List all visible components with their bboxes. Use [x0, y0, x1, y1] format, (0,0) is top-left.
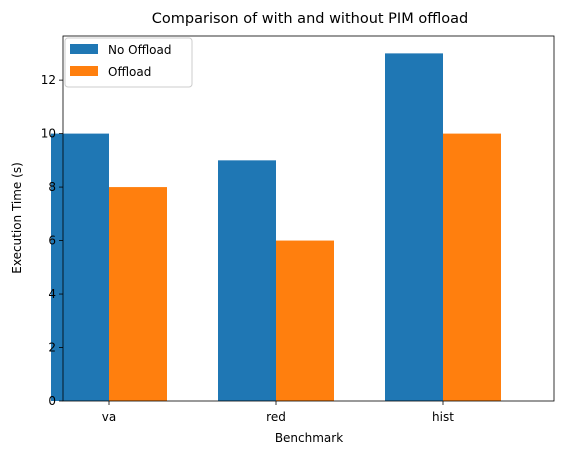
bar-no-offload-va — [51, 133, 109, 401]
plot-frame — [62, 35, 555, 402]
bar-offload-va — [109, 187, 167, 401]
y-tick-label: 10 — [41, 127, 56, 141]
bar-offload-hist — [443, 133, 501, 401]
y-tick-label: 12 — [41, 73, 56, 87]
bars-group — [51, 53, 501, 401]
x-tick-label: red — [266, 410, 286, 424]
y-axis: 0 2 4 6 8 10 12 — [41, 73, 63, 408]
y-tick-label: 0 — [48, 394, 56, 408]
x-axis: va red hist — [102, 401, 454, 424]
x-tick-label: va — [102, 410, 116, 424]
y-tick-label: 8 — [48, 180, 56, 194]
y-tick-label: 6 — [48, 234, 56, 248]
bar-no-offload-hist — [385, 53, 443, 401]
bar-no-offload-red — [218, 160, 276, 401]
legend-label: Offload — [108, 65, 151, 79]
x-axis-label: Benchmark — [275, 431, 343, 445]
legend-swatch — [70, 44, 98, 54]
chart-title: Comparison of with and without PIM offlo… — [152, 11, 468, 27]
y-axis-label: Execution Time (s) — [10, 162, 24, 274]
y-tick-label: 2 — [48, 341, 56, 355]
legend: No Offload Offload — [64, 37, 193, 88]
legend-swatch — [70, 66, 98, 76]
x-tick-label: hist — [432, 410, 454, 424]
legend-label: No Offload — [108, 43, 172, 57]
y-tick-label: 4 — [48, 287, 56, 301]
bar-offload-red — [276, 240, 334, 401]
